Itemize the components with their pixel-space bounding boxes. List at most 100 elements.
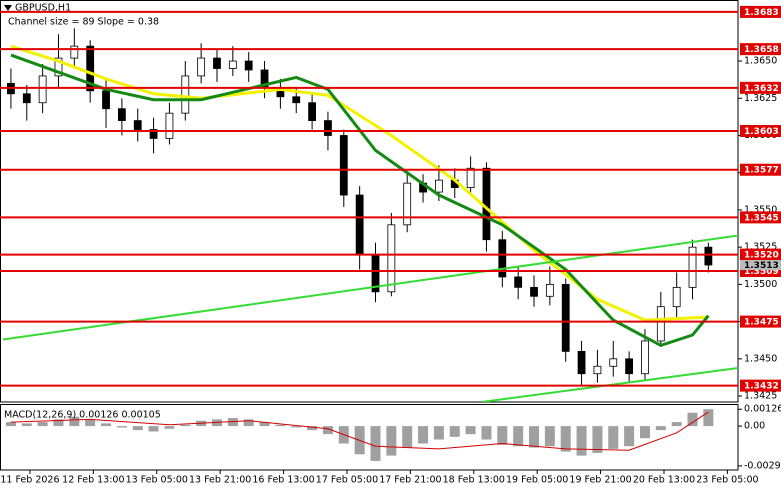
histogram-bar [322, 426, 333, 435]
histogram-bar [259, 422, 270, 427]
histogram-bar [481, 426, 492, 440]
level-tag [740, 315, 781, 328]
axes: 1.36501.36251.36001.35751.35501.35251.35… [0, 5, 781, 486]
histogram-bar [529, 426, 540, 448]
histogram-bar [370, 426, 381, 461]
y-tick-label: 1.3650 [744, 56, 777, 67]
y-tick-label: 1.3525 [744, 242, 777, 253]
candle-body [561, 283, 570, 352]
signal-line [10, 411, 709, 451]
candle-body [403, 182, 412, 226]
candle-body [435, 179, 443, 193]
candle-body [22, 93, 31, 104]
candle-body [133, 120, 142, 130]
level-label: 1.3577 [744, 166, 779, 176]
histogram-bar [497, 426, 508, 445]
candle-body [38, 75, 47, 104]
level-label: 1.3432 [744, 382, 779, 392]
candle-body [292, 96, 301, 104]
candle-body [308, 102, 316, 121]
level-tag [740, 43, 781, 56]
candle-body [688, 246, 697, 288]
histogram-bar [544, 426, 555, 447]
histogram-bar [132, 426, 143, 431]
menu-arrow [4, 5, 12, 11]
level-tag [740, 379, 781, 392]
level-label: 1.3520 [744, 251, 779, 261]
x-tick-label: 23 Feb 05:00 [696, 475, 758, 486]
x-tick-label: 18 Feb 13:00 [443, 475, 505, 486]
x-tick-label: 20 Feb 13:00 [633, 475, 695, 486]
last-price-tag [740, 260, 781, 271]
level-tag [740, 5, 781, 18]
candle-body [213, 57, 221, 69]
candle-body [514, 276, 523, 288]
indicator-line [10, 53, 710, 348]
histogram-bar [275, 424, 286, 427]
x-tick-label: 11 Feb 2026 [0, 475, 59, 486]
histogram-bar [608, 426, 619, 449]
x-tick-label: 16 Feb 13:00 [252, 475, 314, 486]
histogram-bar [243, 419, 254, 427]
candle-body [117, 108, 126, 121]
candle-body [149, 129, 158, 139]
y-tick-label: 1.3625 [744, 93, 777, 104]
y-tick-label: 1.3450 [744, 353, 777, 364]
histogram-bar [576, 426, 587, 456]
candle-body [545, 283, 554, 297]
candle-body [86, 45, 95, 92]
chart-title: GBPUSD,H1 [15, 3, 71, 14]
histogram-bar [592, 426, 603, 453]
macd-title: MACD(12,26,9) 0.00126 0.00105 [4, 410, 161, 421]
y-tick-label: 0.00126 [744, 404, 781, 415]
histogram-bar [560, 426, 571, 452]
level-label: 1.3603 [744, 127, 779, 137]
histogram-bar [655, 426, 666, 431]
histogram-bar [69, 416, 80, 427]
x-tick-label: 19 Feb 05:00 [506, 475, 568, 486]
level-tag [740, 248, 781, 261]
y-tick-label: 1.3425 [744, 391, 777, 402]
candle-body [355, 194, 364, 256]
histogram-bar [433, 426, 444, 440]
candle-body [466, 167, 475, 189]
histogram-bar [101, 423, 112, 427]
level-label: 1.3632 [744, 84, 779, 94]
x-tick-label: 13 Feb 21:00 [189, 475, 251, 486]
candle-body [181, 75, 190, 114]
macd-frame [0, 404, 739, 471]
candle-body [54, 57, 63, 77]
histogram-bar [386, 426, 397, 456]
histogram-bar [703, 409, 714, 427]
x-tick-label: 17 Feb 05:00 [316, 475, 378, 486]
candle-body [704, 246, 713, 266]
histogram-bar [85, 419, 96, 427]
level-tag [740, 81, 781, 94]
y-tick-label: 0.00 [744, 421, 765, 432]
candle-body [387, 224, 396, 293]
price-frame [0, 0, 739, 403]
indicator-line [10, 44, 709, 322]
histogram-bar [639, 426, 650, 439]
histogram-bar [53, 419, 64, 427]
histogram-bar [449, 426, 460, 437]
candle-body [165, 112, 174, 139]
candle-body [530, 286, 538, 297]
histogram-bar [291, 426, 302, 428]
histogram-bar [164, 426, 175, 429]
histogram-bar [624, 426, 635, 447]
candle-body [641, 340, 649, 375]
candle-body [593, 365, 602, 375]
histogram-bar [148, 426, 159, 432]
histogram-bar [671, 422, 682, 427]
level-label: 1.3509 [744, 267, 779, 277]
histogram-bar [37, 422, 48, 427]
indicator-line [2, 234, 738, 341]
candle-body [197, 57, 206, 77]
candle-body [102, 90, 110, 110]
histogram-bar [465, 426, 476, 435]
y-tick-label: 1.3550 [744, 204, 777, 215]
candle-body [577, 350, 586, 375]
candle-body [70, 45, 79, 59]
